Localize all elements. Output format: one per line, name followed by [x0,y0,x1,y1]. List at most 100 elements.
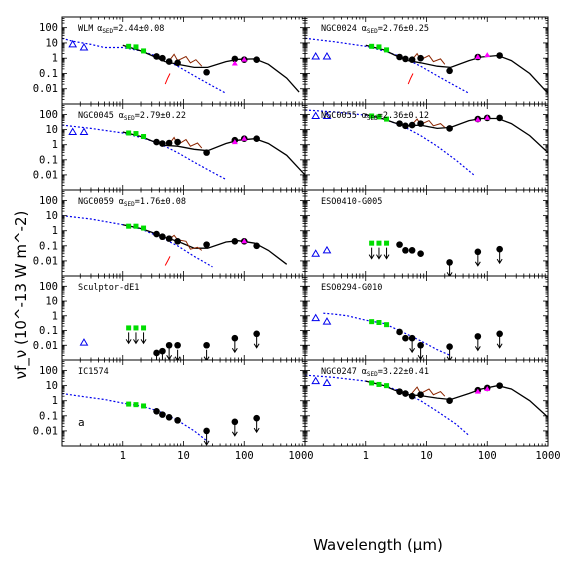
upper-limit-arrow [156,355,158,360]
panel-Sculptor-dE1: Sculptor-dE1 100 10 1 0.1 0.01 [33,275,306,361]
upper-limit-arrow [203,433,210,446]
x-tick-label: 1 [363,450,369,462]
nir-point [376,320,382,326]
ir-point [159,140,166,147]
ir-point [496,330,503,338]
nir-point [384,240,390,246]
upper-limit-arrow [166,348,173,360]
ir-point [408,56,416,63]
ir-point [174,59,181,67]
nir-point [141,134,147,140]
stellar-curve [323,312,451,357]
pah-spectrum [410,386,446,397]
ir-point [174,341,181,349]
upper-limit-arrow [253,336,260,349]
fir-point [474,53,481,59]
panel-title: IC1574 [78,367,109,377]
upper-limit-arrow [446,265,453,276]
panel-NGC0045: NGC0045 αSED=2.79±0.22 100 10 1 0.1 0.01 [33,103,306,191]
panel-alpha: αSED=2.76±0.25 [362,24,429,35]
uv-point [322,317,332,325]
y-tick-label: 0.01 [33,425,58,437]
ir-point [496,52,503,59]
nir-point [376,44,382,50]
ir-point [203,341,210,349]
y-tick-label: 100 [39,22,58,34]
ir-point [174,237,181,245]
upper-limit-arrow [231,341,238,354]
ir-point [417,391,424,399]
nir-point [133,223,139,229]
upper-limit-arrow [383,247,390,260]
nir-point [369,380,375,386]
upper-limit-arrow [409,341,416,354]
panel-title: WLM [78,24,93,34]
y-tick-label: 100 [39,109,58,121]
uv-point [311,313,321,322]
ir-point [165,413,173,421]
uv-point [68,127,78,135]
upper-limit-arrow [474,254,481,267]
ir-point [474,248,482,256]
pah-spectrum [410,118,446,128]
model-curve [365,44,548,94]
ir-point [231,237,239,245]
fir-point [231,60,238,66]
uv-point [311,111,321,120]
panel-IC1574: IC1574 a 100 10 1 0.1 0.01 1 10 100 1000 [33,359,314,462]
irs-spectrum [164,73,171,85]
panel-title: NGC0055 [321,111,357,121]
panel-annotation: a [78,416,85,429]
panel-title: NGC0247 [321,367,357,377]
ir-point [174,138,181,146]
ir-point [396,241,403,248]
y-tick-label: 10 [45,210,58,222]
panel-title: Sculptor-dE1 [78,283,139,293]
upper-limit-arrow [496,252,503,265]
pah-spectrum [169,234,203,251]
panel-alpha: αSED=2.36±0.12 [362,111,429,122]
panel-ESO0410-G005: ESO0410-G005 [304,189,549,277]
ir-point [396,328,403,336]
uv-point [311,249,321,257]
ir-point [446,67,453,75]
ir-point [231,55,239,63]
fir-point [484,114,491,120]
x-tick-label: 10 [420,450,433,462]
nir-point [133,325,139,331]
ir-point [159,411,166,418]
x-tick-label: 100 [478,450,497,462]
panel-title: NGC0059 [78,197,114,207]
pah-spectrum [167,136,203,149]
ir-point [396,388,403,395]
ir-point [253,414,260,422]
y-tick-label: 0.01 [33,83,58,95]
y-tick-label: 0.01 [33,255,58,267]
ir-point [153,230,160,238]
ir-point [417,250,424,258]
nir-point [384,322,390,328]
panel-title: ESO0410-G005 [321,197,382,207]
ir-point [496,245,503,253]
y-tick-label: 10 [45,124,58,136]
upper-limit-arrow [376,247,382,260]
upper-limit-arrow [140,332,147,345]
ir-point [253,56,260,63]
ir-point [253,135,260,143]
uv-point [79,127,89,135]
pah-spectrum [410,52,446,65]
ir-point [446,343,453,350]
ir-point [153,349,160,357]
nir-point [369,43,375,49]
ir-point [203,149,210,156]
ir-point [408,392,416,400]
panel-NGC0059: NGC0059 αSED=1.76±0.08 100 10 1 0.1 0.01 [33,189,306,277]
nir-point [369,113,375,119]
stellar-curve [62,124,227,181]
y-tick-label: 1 [52,225,58,237]
fir-point [241,135,248,141]
fir-point [484,52,491,58]
fir-point [241,56,248,62]
upper-limit-arrow [368,247,375,260]
